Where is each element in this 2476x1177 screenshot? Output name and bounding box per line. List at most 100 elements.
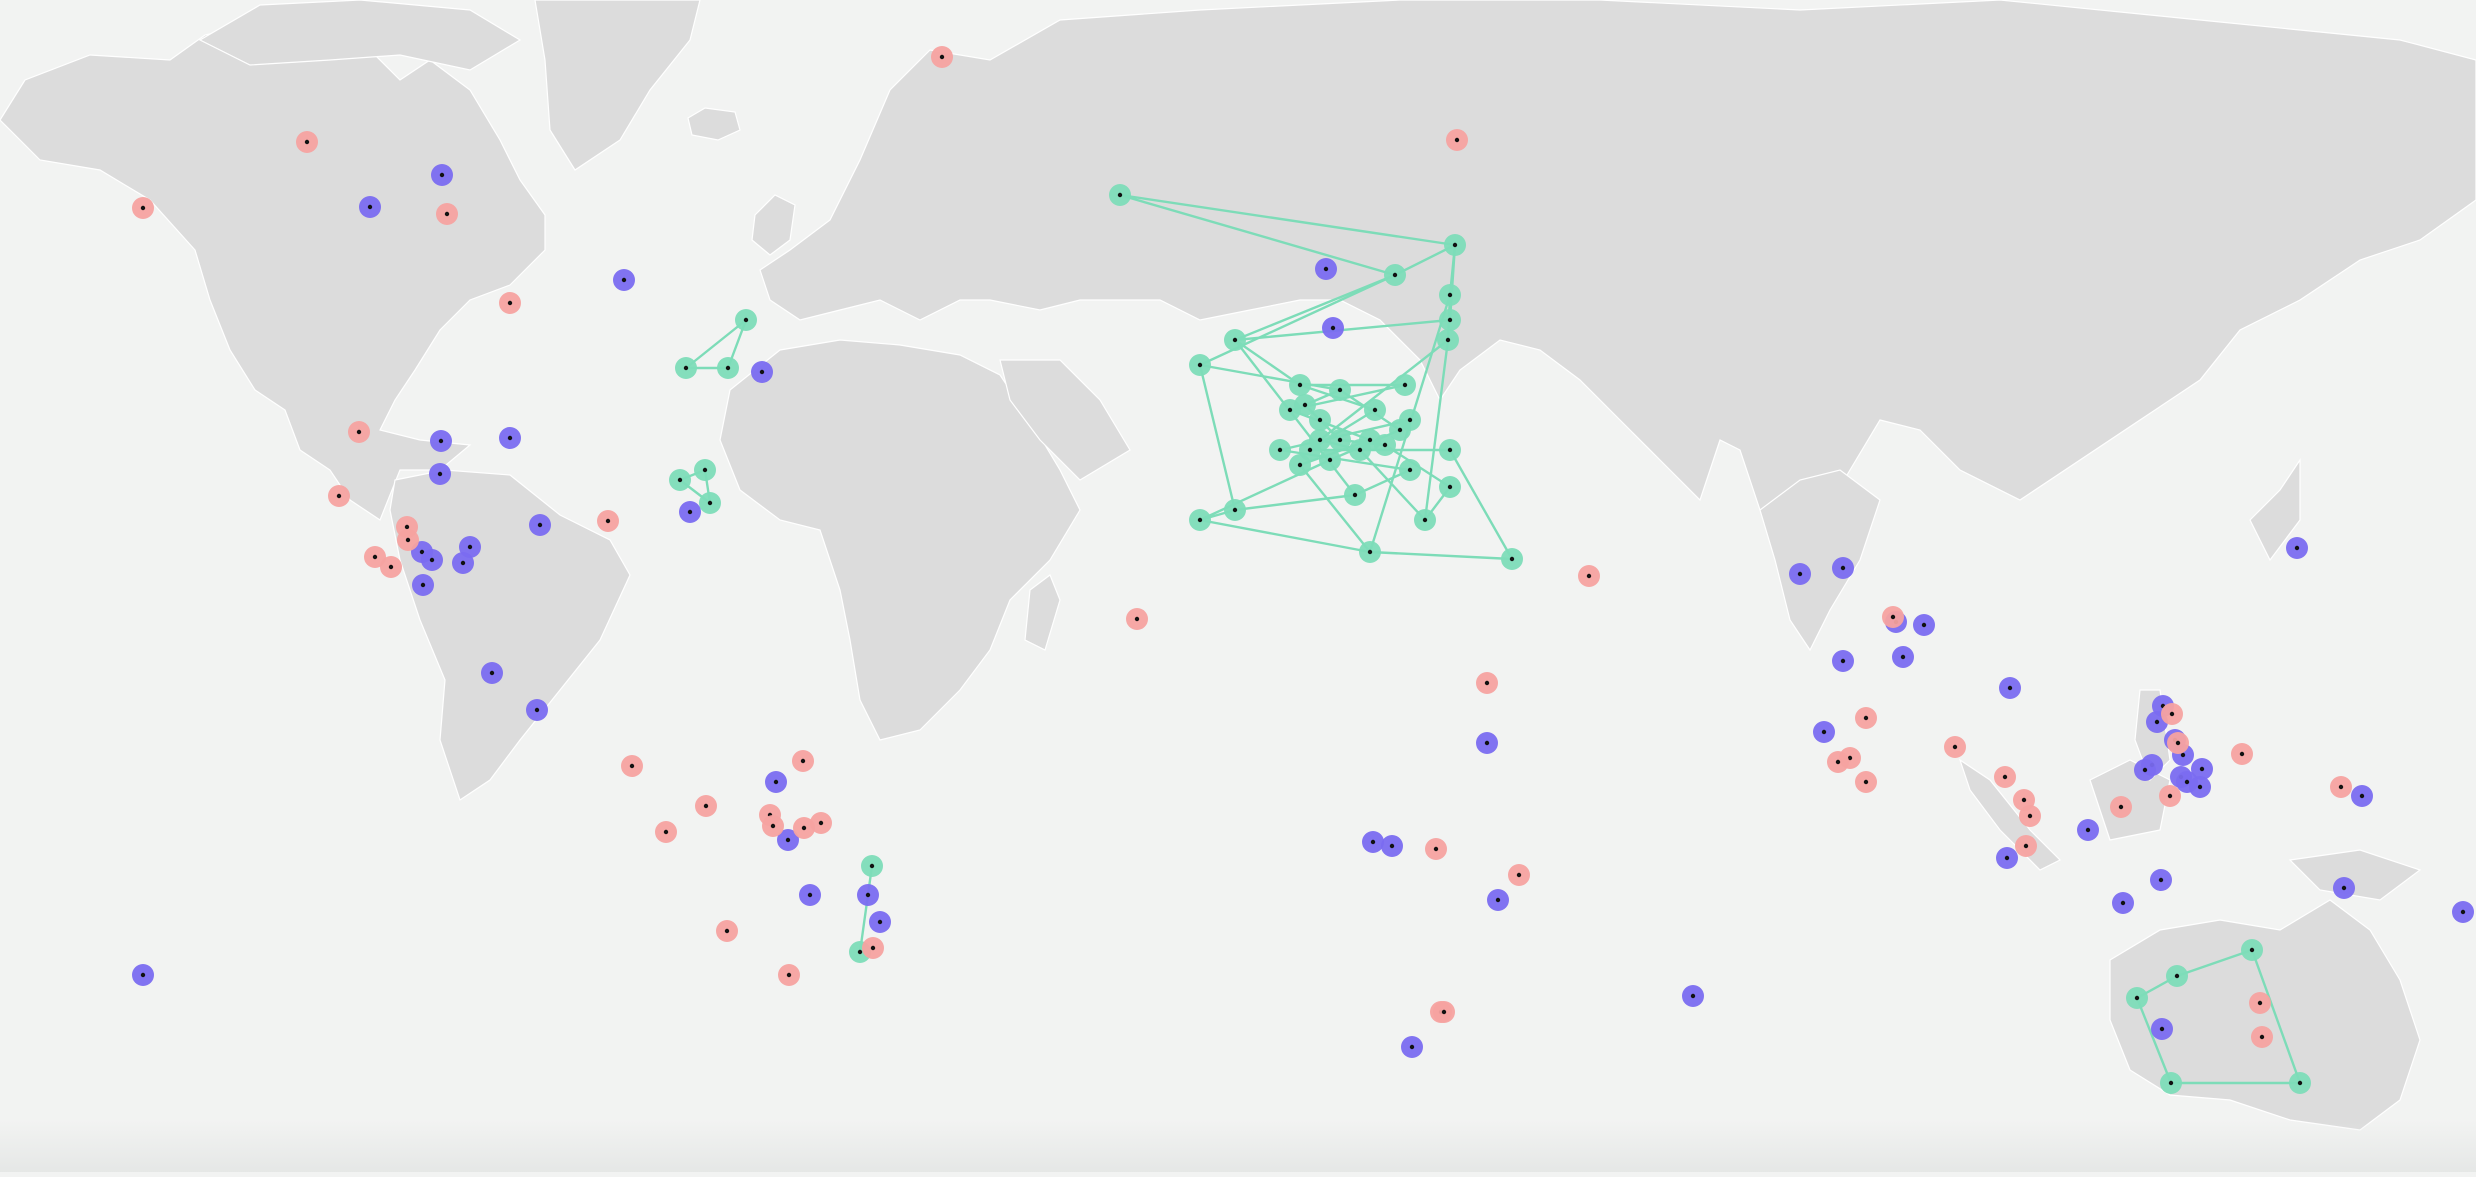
- map-marker-green[interactable]: [1289, 454, 1311, 476]
- map-marker-green[interactable]: [675, 357, 697, 379]
- map-marker-purple[interactable]: [1315, 258, 1337, 280]
- map-marker-green[interactable]: [1189, 509, 1211, 531]
- map-marker-pink[interactable]: [655, 821, 677, 843]
- map-marker-green[interactable]: [1329, 379, 1351, 401]
- map-marker-green[interactable]: [1399, 459, 1421, 481]
- map-marker-pink[interactable]: [499, 292, 521, 314]
- map-marker-pink[interactable]: [1827, 751, 1849, 773]
- map-marker-pink[interactable]: [2249, 992, 2271, 1014]
- map-marker-purple[interactable]: [1999, 677, 2021, 699]
- map-marker-green[interactable]: [1374, 434, 1396, 456]
- map-marker-purple[interactable]: [421, 549, 443, 571]
- map-marker-pink[interactable]: [1578, 565, 1600, 587]
- map-marker-purple[interactable]: [2112, 892, 2134, 914]
- map-marker-pink[interactable]: [2161, 703, 2183, 725]
- map-marker-green[interactable]: [1439, 309, 1461, 331]
- map-marker-purple[interactable]: [429, 463, 451, 485]
- map-marker-pink[interactable]: [695, 795, 717, 817]
- map-marker-purple[interactable]: [1813, 721, 1835, 743]
- map-marker-green[interactable]: [1319, 449, 1341, 471]
- map-marker-purple[interactable]: [2191, 758, 2213, 780]
- map-marker-pink[interactable]: [778, 964, 800, 986]
- map-marker-purple[interactable]: [1913, 614, 1935, 636]
- map-marker-pink[interactable]: [862, 937, 884, 959]
- map-marker-purple[interactable]: [1362, 831, 1384, 853]
- map-marker-pink[interactable]: [1855, 771, 1877, 793]
- map-marker-green[interactable]: [2241, 939, 2263, 961]
- map-marker-green[interactable]: [1289, 374, 1311, 396]
- map-marker-pink[interactable]: [2251, 1026, 2273, 1048]
- map-marker-purple[interactable]: [1892, 646, 1914, 668]
- map-marker-purple[interactable]: [2452, 901, 2474, 923]
- map-marker-green[interactable]: [1344, 484, 1366, 506]
- map-marker-purple[interactable]: [2150, 869, 2172, 891]
- map-marker-green[interactable]: [1364, 399, 1386, 421]
- map-marker-purple[interactable]: [765, 771, 787, 793]
- map-marker-pink[interactable]: [397, 529, 419, 551]
- map-marker-purple[interactable]: [359, 196, 381, 218]
- map-marker-green[interactable]: [2126, 987, 2148, 1009]
- map-marker-pink[interactable]: [1855, 707, 1877, 729]
- map-marker-green[interactable]: [717, 357, 739, 379]
- map-marker-green[interactable]: [1109, 184, 1131, 206]
- map-marker-purple[interactable]: [430, 430, 452, 452]
- map-marker-green[interactable]: [1439, 476, 1461, 498]
- map-marker-purple[interactable]: [2134, 759, 2156, 781]
- map-marker-purple[interactable]: [1789, 563, 1811, 585]
- map-marker-purple[interactable]: [452, 552, 474, 574]
- map-marker-pink[interactable]: [621, 755, 643, 777]
- map-marker-pink[interactable]: [328, 485, 350, 507]
- map-marker-pink[interactable]: [1994, 766, 2016, 788]
- map-marker-purple[interactable]: [481, 662, 503, 684]
- map-marker-green[interactable]: [1279, 399, 1301, 421]
- map-marker-pink[interactable]: [132, 197, 154, 219]
- map-marker-purple[interactable]: [613, 269, 635, 291]
- map-marker-pink[interactable]: [348, 421, 370, 443]
- map-marker-pink[interactable]: [296, 131, 318, 153]
- map-marker-purple[interactable]: [869, 911, 891, 933]
- map-marker-purple[interactable]: [799, 884, 821, 906]
- map-marker-purple[interactable]: [1381, 835, 1403, 857]
- map-marker-purple[interactable]: [132, 964, 154, 986]
- map-marker-purple[interactable]: [777, 829, 799, 851]
- map-marker-purple[interactable]: [1487, 889, 1509, 911]
- map-marker-green[interactable]: [1224, 499, 1246, 521]
- map-marker-purple[interactable]: [857, 884, 879, 906]
- map-marker-purple[interactable]: [526, 699, 548, 721]
- map-marker-pink[interactable]: [762, 815, 784, 837]
- map-marker-green[interactable]: [2160, 1072, 2182, 1094]
- map-marker-pink[interactable]: [2110, 796, 2132, 818]
- map-marker-purple[interactable]: [529, 514, 551, 536]
- map-marker-pink[interactable]: [436, 203, 458, 225]
- map-marker-pink[interactable]: [931, 46, 953, 68]
- map-marker-green[interactable]: [1439, 284, 1461, 306]
- map-marker-green[interactable]: [1224, 329, 1246, 351]
- map-marker-green[interactable]: [861, 855, 883, 877]
- map-marker-green[interactable]: [699, 492, 721, 514]
- map-marker-pink[interactable]: [1476, 672, 1498, 694]
- map-marker-pink[interactable]: [1126, 608, 1148, 630]
- map-marker-green[interactable]: [2166, 965, 2188, 987]
- map-marker-pink[interactable]: [1882, 606, 1904, 628]
- map-marker-pink[interactable]: [2167, 732, 2189, 754]
- map-marker-purple[interactable]: [1832, 650, 1854, 672]
- map-marker-green[interactable]: [1437, 329, 1459, 351]
- map-marker-purple[interactable]: [2151, 1018, 2173, 1040]
- map-marker-purple[interactable]: [431, 164, 453, 186]
- map-marker-purple[interactable]: [1832, 557, 1854, 579]
- map-marker-purple[interactable]: [1996, 847, 2018, 869]
- map-marker-green[interactable]: [1329, 429, 1351, 451]
- map-marker-purple[interactable]: [2077, 819, 2099, 841]
- map-marker-purple[interactable]: [499, 427, 521, 449]
- map-marker-purple[interactable]: [1682, 985, 1704, 1007]
- map-marker-green[interactable]: [694, 459, 716, 481]
- map-marker-pink[interactable]: [1425, 838, 1447, 860]
- map-marker-green[interactable]: [1389, 419, 1411, 441]
- map-marker-green[interactable]: [1189, 354, 1211, 376]
- map-marker-purple[interactable]: [412, 574, 434, 596]
- map-marker-pink[interactable]: [2019, 805, 2041, 827]
- map-marker-purple[interactable]: [2351, 785, 2373, 807]
- map-marker-purple[interactable]: [1322, 317, 1344, 339]
- map-marker-purple[interactable]: [1476, 732, 1498, 754]
